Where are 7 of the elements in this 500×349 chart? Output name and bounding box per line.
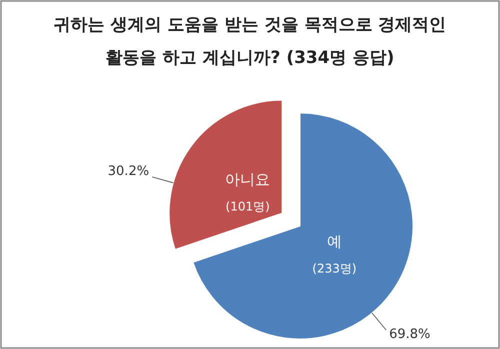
chart-title: 귀하는 생계의 도움을 받는 것을 목적으로 경제적인 활동을 하고 계십니까? (334명 응답) <box>54 15 446 68</box>
text: (101명) <box>226 199 270 214</box>
data-label: 30.2% <box>108 164 150 179</box>
slice-label: 아니요 <box>225 170 270 188</box>
text: (233명) <box>312 262 357 276</box>
slice-label: 예 <box>326 232 342 251</box>
data-label: 69.8% <box>389 326 430 342</box>
